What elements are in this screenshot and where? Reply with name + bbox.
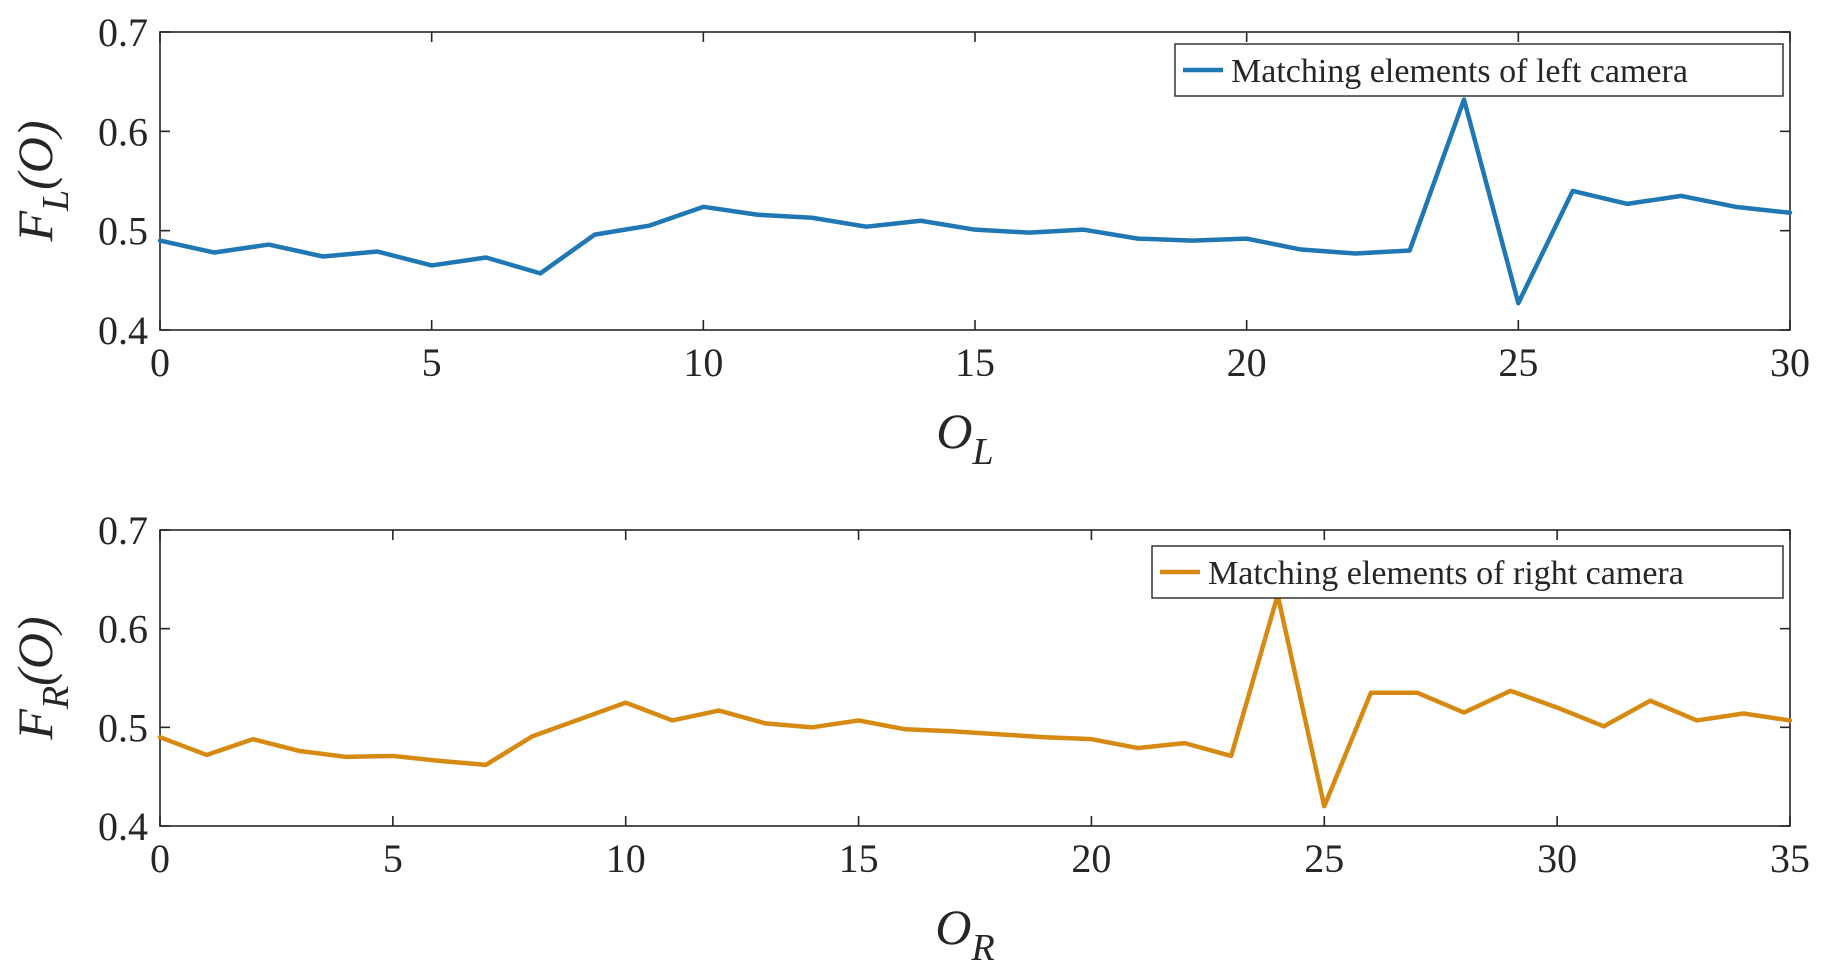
chart-bottom-ytick-label: 0.6: [98, 607, 148, 652]
chart-bottom-xtick-label: 20: [1071, 836, 1111, 881]
chart-top: 0 5 10 15 20 25 30 0.4 0.5 0.6 0.7 OL FL(O) Matching …: [7, 10, 1810, 473]
chart-bottom-xlabel-subscript: R: [970, 927, 994, 969]
chart-top-ylabel-subscript: L: [35, 190, 77, 212]
chart-bottom-xtick-label: 30: [1537, 836, 1577, 881]
chart-bottom-ylabel-suffix: (O): [7, 616, 63, 685]
chart-top-xtick-label: 25: [1498, 340, 1538, 385]
chart-top-xlabel-subscript: L: [971, 431, 993, 473]
chart-top-xtick-label: 30: [1770, 340, 1810, 385]
chart-top-ytick-label: 0.7: [98, 10, 148, 55]
chart-bottom-xtick-label: 25: [1304, 836, 1344, 881]
chart-top-ytick-label: 0.6: [98, 109, 148, 154]
chart-bottom-ylabel: FR(O): [7, 616, 77, 740]
chart-bottom-ytick-label: 0.7: [98, 508, 148, 553]
chart-bottom-legend-label: Matching elements of right camera: [1208, 555, 1684, 592]
chart-top-ylabel-suffix: (O): [7, 120, 63, 189]
chart-top-xlabel: OL: [936, 403, 993, 473]
chart-bottom-xtick-label: 5: [383, 836, 403, 881]
chart-bottom-xtick-label: 15: [839, 836, 879, 881]
chart-bottom-xlabel: OR: [935, 899, 994, 969]
chart-top-ylabel: FL(O): [7, 120, 77, 242]
chart-top-ytick-label: 0.4: [98, 308, 148, 353]
chart-bottom-xtick-label: 35: [1770, 836, 1810, 881]
chart-top-legend-label: Matching elements of left camera: [1231, 53, 1688, 90]
chart-bottom-series-line: [157, 592, 1793, 809]
chart-bottom-ytick-label: 0.4: [98, 804, 148, 849]
chart-top-xtick-label: 5: [422, 340, 442, 385]
chart-top-xtick-label: 20: [1227, 340, 1267, 385]
chart-bottom-xtick-label: 10: [606, 836, 646, 881]
chart-bottom-legend: [1151, 545, 1784, 599]
chart-top-ytick-label: 0.5: [98, 209, 148, 254]
chart-bottom-ylabel-subscript: R: [35, 686, 77, 710]
chart-bottom-xtick-label: 0: [150, 836, 170, 881]
chart-top-xtick-label: 10: [683, 340, 723, 385]
chart-top-legend: [1174, 43, 1784, 97]
chart-top-xtick-label: 0: [150, 340, 170, 385]
chart-bottom: 0 5 10 15 20 25 30 35 0.4 0.5 0.6 0.7 OR FR(O) Matchin…: [7, 508, 1810, 969]
chart-bottom-ytick-label: 0.5: [98, 705, 148, 750]
chart-top-xtick-label: 15: [955, 340, 995, 385]
